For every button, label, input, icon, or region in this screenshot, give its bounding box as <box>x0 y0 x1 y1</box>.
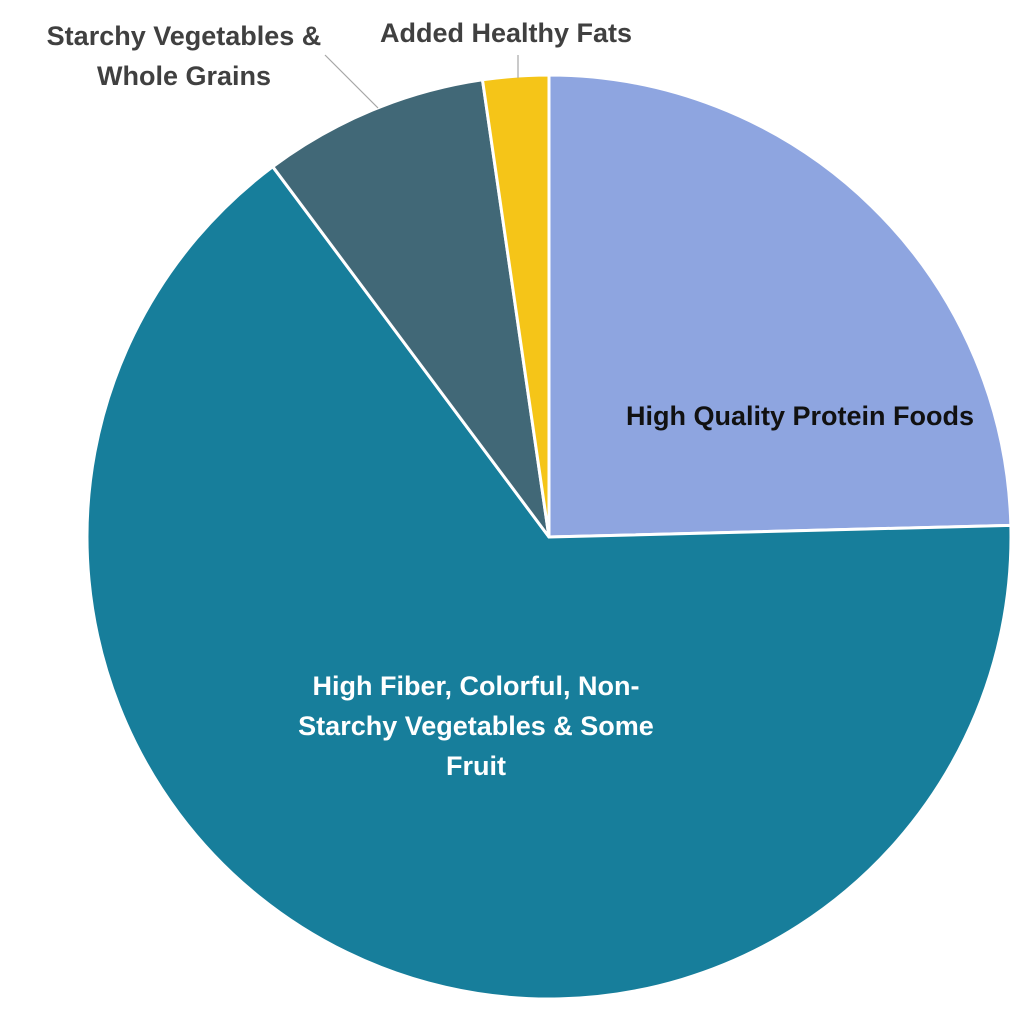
slices-layer <box>85 73 1013 1001</box>
leader-lines-layer <box>324 54 519 109</box>
pie-slice-2 <box>85 165 1013 1001</box>
slice-label-line: High Fiber, Colorful, Non- <box>313 671 640 701</box>
slice-label-line: Whole Grains <box>97 61 271 91</box>
slice-label-line: Starchy Vegetables & <box>47 21 322 51</box>
leader-line-3 <box>324 54 379 109</box>
slice-label-line: Added Healthy Fats <box>380 18 632 48</box>
slice-label-line: Fruit <box>446 751 506 781</box>
slice-label-1: High Quality Protein Foods <box>626 401 974 431</box>
slice-label-3: Starchy Vegetables & Whole Grains <box>47 21 322 91</box>
pie-slice-4 <box>480 73 551 539</box>
slice-label-line: Starchy Vegetables & Some <box>298 711 654 741</box>
pie-slice-1 <box>547 73 1013 539</box>
slice-label-4: Added Healthy Fats <box>380 18 632 48</box>
slice-label-2: High Fiber, Colorful, Non- Starchy Vegeta… <box>298 671 654 781</box>
pie-slice-3 <box>271 78 551 539</box>
slice-label-line: High Quality Protein Foods <box>626 401 974 431</box>
labels-layer: High Quality Protein Foods High Fiber, Co… <box>47 18 974 781</box>
